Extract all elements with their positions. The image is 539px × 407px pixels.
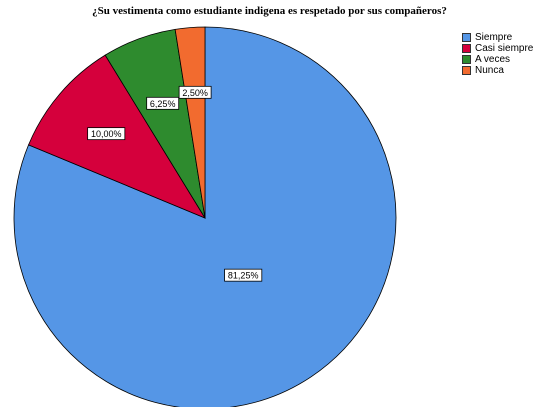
svg-text:2,50%: 2,50% [182, 88, 208, 98]
legend-item-casi-siempre: Casi siempre [462, 43, 533, 54]
svg-text:10,00%: 10,00% [91, 129, 122, 139]
legend-item-a-veces: A veces [462, 54, 533, 65]
pie-slice-nunca [174, 26, 206, 219]
legend-swatch [462, 55, 471, 64]
legend-label: Siempre [475, 32, 513, 43]
legend-swatch [462, 66, 471, 75]
data-label-siempre: 81,25% [224, 268, 263, 282]
data-label-nunca: 2,50% [178, 85, 212, 99]
legend-swatch [462, 33, 471, 42]
data-label-a-veces: 6,25% [146, 96, 180, 110]
legend-item-nunca: Nunca [462, 65, 533, 76]
data-label-casi-siempre: 10,00% [87, 127, 126, 141]
legend: Siempre Casi siempre A veces Nunca [462, 32, 533, 76]
svg-text:6,25%: 6,25% [150, 99, 176, 109]
svg-text:81,25%: 81,25% [228, 271, 259, 281]
legend-item-siempre: Siempre [462, 32, 533, 43]
legend-label: A veces [475, 54, 511, 65]
legend-label: Nunca [475, 65, 504, 76]
chart-title: ¿Su vestimenta como estudiante indigena … [92, 5, 447, 17]
legend-swatch [462, 44, 471, 53]
legend-label: Casi siempre [475, 43, 534, 54]
